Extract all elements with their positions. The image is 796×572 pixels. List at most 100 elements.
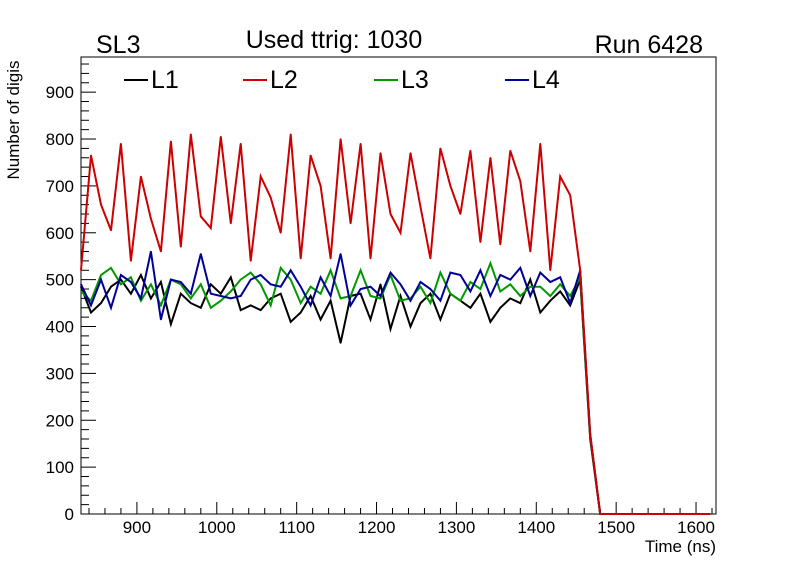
data-point: [329, 299, 332, 302]
data-point: [220, 295, 222, 297]
data-point: [549, 295, 552, 297]
data-point: [379, 283, 382, 286]
top-left-label: SL3: [96, 31, 140, 59]
data-point: [230, 276, 232, 279]
data-point: [679, 513, 681, 515]
data-point: [339, 342, 342, 344]
y-tick-label: 600: [46, 224, 74, 243]
data-point: [309, 304, 312, 307]
data-point: [319, 318, 322, 321]
data-point: [269, 283, 272, 286]
data-point: [190, 302, 192, 304]
data-point: [479, 241, 482, 243]
data-point: [269, 196, 272, 199]
data-point: [180, 246, 182, 248]
data-point: [180, 281, 182, 283]
data-point: [110, 229, 112, 232]
data-point: [239, 309, 242, 311]
data-point: [190, 133, 192, 136]
data-point: [80, 283, 82, 286]
data-point: [469, 307, 472, 309]
data-point: [180, 292, 182, 295]
data-point: [369, 257, 372, 260]
data-point: [279, 285, 282, 288]
plot-frame: [80, 56, 717, 515]
data-point: [509, 297, 512, 300]
data-point: [439, 271, 442, 274]
legend-label: L2: [270, 66, 298, 94]
x-tick-label: 1600: [677, 518, 715, 537]
data-point: [80, 290, 82, 293]
data-point: [589, 433, 591, 436]
data-point: [419, 302, 422, 304]
y-tick-label: 200: [46, 411, 74, 430]
data-point: [120, 274, 122, 276]
y-tick-label: 100: [46, 458, 74, 477]
data-point: [289, 133, 292, 136]
data-point: [449, 271, 452, 274]
data-point: [469, 290, 472, 293]
data-point: [689, 513, 691, 515]
data-point: [150, 283, 152, 286]
data-point: [299, 285, 302, 288]
data-point: [200, 215, 202, 218]
legend-label: L3: [401, 66, 429, 94]
data-point: [429, 288, 432, 290]
y-tick-label: 500: [46, 271, 74, 290]
data-point: [569, 295, 571, 297]
data-point: [289, 278, 292, 281]
x-axis-label: Time (ns): [645, 537, 716, 556]
y-tick-label: 700: [46, 177, 74, 196]
data-point: [120, 142, 122, 145]
x-tick-label: 1500: [597, 518, 635, 537]
data-point: [130, 281, 132, 283]
data-point: [259, 283, 262, 286]
data-point: [419, 281, 422, 283]
data-point: [220, 292, 222, 295]
data-point: [559, 175, 561, 178]
data-point: [210, 292, 212, 295]
data-point: [369, 285, 372, 288]
data-point: [259, 274, 262, 276]
data-point: [489, 321, 492, 323]
data-point: [239, 278, 242, 281]
data-point: [110, 307, 112, 309]
data-point: [110, 285, 112, 288]
data-point: [409, 299, 412, 302]
data-point: [459, 299, 462, 302]
data-point: [200, 307, 202, 309]
series-line-l1: [80, 272, 710, 515]
data-point: [539, 285, 542, 288]
axes: 900 1000 1100 1200 1300 1400 1500 1600 0 100 200 30…: [46, 56, 717, 537]
data-point: [269, 297, 272, 300]
data-point: [150, 217, 152, 220]
data-point: [210, 307, 212, 309]
data-point: [469, 149, 472, 152]
data-point: [449, 185, 452, 187]
data-point: [519, 180, 522, 182]
data-point: [519, 302, 522, 304]
data-point: [379, 297, 382, 300]
data-point: [429, 292, 432, 295]
data-point: [469, 281, 472, 283]
data-point: [559, 283, 561, 286]
data-point: [299, 302, 302, 304]
data-point: [150, 297, 152, 300]
data-point: [369, 318, 372, 321]
data-point: [459, 274, 462, 276]
data-point: [539, 271, 542, 274]
data-point: [479, 269, 482, 272]
data-point: [140, 175, 142, 178]
data-point: [170, 278, 172, 281]
data-point: [80, 269, 82, 272]
data-point: [619, 513, 621, 515]
data-point: [419, 206, 422, 208]
data-point: [539, 311, 542, 314]
series-layer: [80, 133, 711, 515]
data-point: [249, 260, 252, 262]
data-point: [399, 299, 402, 302]
legend-label: L1: [151, 66, 179, 94]
x-tick-label: 900: [123, 518, 151, 537]
data-point: [409, 152, 412, 154]
